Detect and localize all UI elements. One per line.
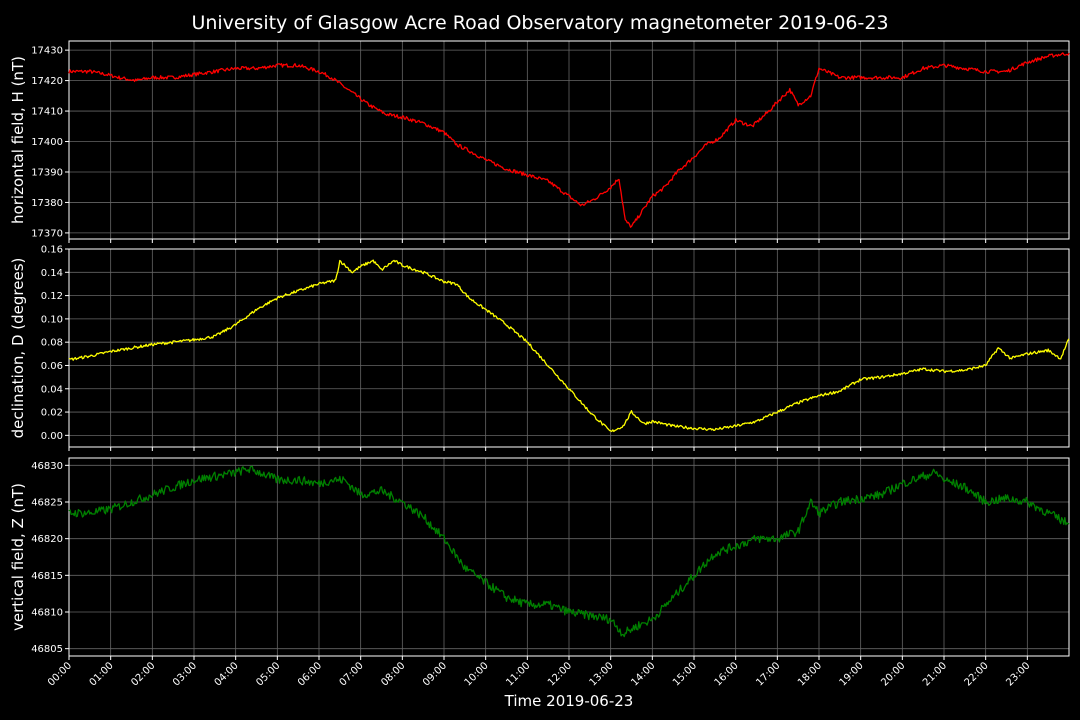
y-tick-label: 0.10 bbox=[41, 314, 63, 325]
x-tick-label: 23:00 bbox=[1004, 660, 1032, 688]
panel-1: 17370 17380 17390 17400 17410 17420 17430 horiz… bbox=[9, 40, 1070, 243]
y-tick-label: 17380 bbox=[31, 198, 63, 209]
axes-frame bbox=[68, 248, 1070, 448]
y-tick-label: 17410 bbox=[31, 107, 63, 118]
y-tick-label: 17430 bbox=[31, 46, 63, 57]
y-tick-label: 46820 bbox=[31, 534, 63, 545]
x-tick-label: 14:00 bbox=[629, 660, 657, 688]
x-tick-label: 15:00 bbox=[671, 660, 699, 688]
x-tick-label: 00:00 bbox=[46, 660, 74, 688]
y-axis-label: horizontal field, H (nT) bbox=[9, 56, 27, 224]
y-tick-label: 0.02 bbox=[41, 408, 63, 419]
x-tick-label: 21:00 bbox=[921, 660, 949, 688]
x-tick-label: 05:00 bbox=[254, 660, 282, 688]
y-tick-label: 0.04 bbox=[41, 384, 63, 395]
chart-panels: 17370 17380 17390 17400 17410 17420 17430 horiz… bbox=[9, 40, 1070, 689]
x-tick-label: 04:00 bbox=[213, 660, 241, 688]
chart-title: University of Glasgow Acre Road Observat… bbox=[191, 12, 888, 34]
axes-frame bbox=[68, 457, 1070, 657]
y-tick-label: 0.12 bbox=[41, 291, 63, 302]
x-tick-label: 20:00 bbox=[879, 660, 907, 688]
y-tick-label: 17390 bbox=[31, 167, 63, 178]
x-tick-label: 01:00 bbox=[88, 660, 116, 688]
series-line bbox=[68, 259, 1070, 433]
x-tick-label: 07:00 bbox=[338, 660, 366, 688]
x-tick-label: 22:00 bbox=[963, 660, 991, 688]
y-tick-label: 46810 bbox=[31, 608, 63, 619]
x-tick-label: 11:00 bbox=[504, 660, 532, 688]
x-tick-label: 17:00 bbox=[754, 660, 782, 688]
panel-3: 00:00 01:00 02:00 03:00 04:00 05:00 06:00 07:00… bbox=[9, 457, 1070, 689]
y-tick-label: 17400 bbox=[31, 137, 63, 148]
series-line bbox=[68, 52, 1070, 228]
x-tick-label: 16:00 bbox=[713, 660, 741, 688]
x-tick-label: 12:00 bbox=[546, 660, 574, 688]
y-tick-label: 46815 bbox=[31, 571, 63, 582]
x-tick-label: 02:00 bbox=[129, 660, 157, 688]
panel-2: 0.00 0.02 0.04 0.06 0.08 0.10 0.12 0.14 0.16 decl… bbox=[9, 245, 1070, 451]
y-tick-label: 17370 bbox=[31, 228, 63, 239]
y-tick-label: 0.14 bbox=[41, 268, 63, 279]
y-tick-label: 0.08 bbox=[41, 338, 63, 349]
x-tick-label: 10:00 bbox=[463, 660, 491, 688]
x-tick-label: 06:00 bbox=[296, 660, 324, 688]
y-tick-label: 0.06 bbox=[41, 361, 63, 372]
y-tick-label: 46805 bbox=[31, 644, 63, 655]
series-line bbox=[68, 465, 1070, 638]
x-tick-label: 13:00 bbox=[588, 660, 616, 688]
y-axis-label: declination, D (degrees) bbox=[9, 258, 27, 439]
x-tick-label: 09:00 bbox=[421, 660, 449, 688]
x-tick-label: 03:00 bbox=[171, 660, 199, 688]
y-axis-label: vertical field, Z (nT) bbox=[9, 483, 27, 631]
x-axis-label: Time 2019-06-23 bbox=[504, 692, 634, 710]
x-tick-label: 08:00 bbox=[379, 660, 407, 688]
y-tick-label: 0.00 bbox=[41, 431, 63, 442]
x-tick-label: 18:00 bbox=[796, 660, 824, 688]
y-tick-label: 46830 bbox=[31, 461, 63, 472]
y-tick-label: 17420 bbox=[31, 76, 63, 87]
y-tick-label: 46825 bbox=[31, 498, 63, 509]
axes-frame bbox=[68, 40, 1070, 240]
y-tick-label: 0.16 bbox=[41, 245, 63, 256]
x-tick-label: 19:00 bbox=[838, 660, 866, 688]
